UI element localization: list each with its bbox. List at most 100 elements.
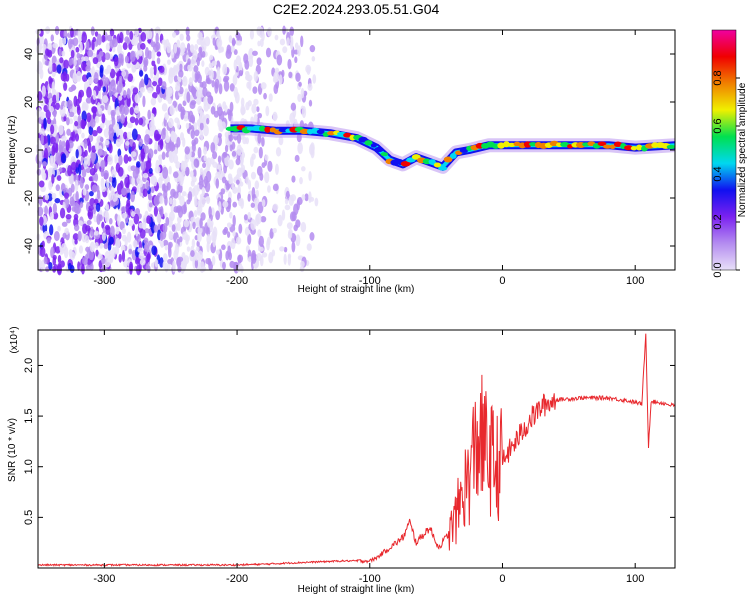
noise-speckle	[138, 117, 144, 126]
noise-speckle	[202, 162, 207, 168]
noise-speckle	[203, 155, 207, 162]
noise-speckle	[204, 66, 210, 76]
noise-speckle	[82, 256, 88, 266]
noise-speckle	[289, 112, 295, 124]
noise-speckle	[208, 62, 214, 69]
noise-speckle	[196, 38, 203, 46]
noise-speckle	[172, 31, 177, 38]
noise-speckle	[49, 224, 54, 236]
noise-speckle	[267, 185, 271, 193]
noise-speckle	[233, 49, 238, 56]
noise-speckle	[223, 226, 229, 234]
noise-speckle	[118, 52, 123, 63]
noise-speckle	[69, 111, 75, 118]
noise-speckle	[153, 64, 157, 76]
noise-speckle	[129, 116, 136, 124]
noise-speckle	[88, 125, 94, 136]
noise-speckle	[165, 151, 170, 158]
noise-speckle	[229, 83, 235, 92]
snr-multiplier-label: (x10⁴)	[9, 326, 20, 353]
noise-speckle	[252, 86, 258, 94]
noise-speckle	[256, 253, 262, 262]
noise-speckle	[132, 142, 136, 151]
noise-speckle	[226, 222, 232, 228]
noise-speckle	[76, 106, 81, 116]
noise-speckle	[151, 245, 157, 256]
noise-speckle	[92, 57, 99, 65]
noise-speckle	[247, 212, 251, 220]
noise-speckle	[165, 95, 171, 102]
noise-speckle	[237, 254, 244, 263]
snr-line	[37, 333, 676, 567]
noise-speckle	[185, 26, 190, 37]
noise-speckle	[238, 198, 244, 207]
noise-speckle	[130, 190, 136, 203]
noise-speckle	[289, 26, 295, 37]
noise-speckle	[160, 239, 164, 248]
noise-speckle	[108, 124, 114, 132]
noise-speckle	[37, 206, 44, 217]
noise-speckle	[59, 29, 65, 38]
noise-speckle	[154, 129, 159, 139]
noise-speckle	[251, 186, 256, 199]
noise-speckle	[132, 87, 139, 95]
noise-speckle	[228, 176, 233, 185]
noise-speckle	[154, 165, 161, 174]
signal-track-blob	[316, 129, 325, 135]
noise-speckle	[58, 124, 64, 136]
noise-speckle	[123, 154, 129, 164]
noise-speckle	[66, 99, 73, 110]
colorbar-tick-label: 0.6	[712, 118, 724, 133]
signal-track-blob	[264, 126, 271, 133]
noise-speckle	[57, 254, 62, 264]
noise-speckle	[99, 64, 104, 74]
noise-speckle	[80, 119, 86, 130]
noise-speckle	[55, 152, 61, 165]
noise-speckle	[45, 123, 52, 132]
noise-speckle	[121, 187, 127, 196]
spectrogram-x-tick-label: -100	[359, 275, 381, 287]
noise-speckle	[81, 56, 86, 62]
noise-speckle	[144, 134, 150, 145]
noise-speckle	[297, 142, 303, 155]
noise-speckle	[61, 50, 66, 57]
colorbar-tick-label: 0.4	[712, 166, 724, 181]
noise-speckle	[92, 129, 98, 137]
noise-speckle	[297, 93, 302, 103]
noise-speckle	[152, 92, 158, 99]
noise-speckle	[272, 76, 278, 83]
noise-speckle	[162, 166, 169, 179]
noise-speckle	[74, 224, 80, 232]
spectrogram-y-tick-label: 40	[23, 48, 35, 60]
noise-speckle	[94, 241, 99, 249]
noise-speckle	[97, 148, 104, 156]
noise-speckle	[169, 104, 175, 116]
noise-speckle	[206, 157, 212, 169]
noise-speckle	[59, 57, 64, 64]
spectrogram-x-tick-label: -300	[93, 275, 115, 287]
noise-speckle	[77, 114, 82, 126]
noise-speckle	[275, 146, 282, 157]
noise-speckle	[289, 39, 294, 51]
noise-speckle	[67, 38, 73, 50]
noise-speckle	[239, 181, 244, 187]
noise-speckle	[151, 49, 156, 61]
noise-speckle	[37, 195, 43, 205]
noise-speckle	[174, 85, 181, 92]
noise-speckle	[105, 42, 111, 51]
noise-speckle	[156, 84, 161, 95]
noise-speckle	[199, 112, 206, 124]
noise-speckle	[232, 230, 236, 237]
noise-speckle	[309, 45, 316, 53]
noise-speckle	[127, 122, 133, 129]
noise-speckle	[92, 36, 97, 43]
noise-speckle	[106, 180, 110, 189]
noise-speckle	[76, 123, 82, 130]
noise-speckle	[190, 180, 195, 187]
noise-speckle	[102, 86, 106, 93]
noise-speckle	[164, 112, 169, 121]
noise-speckle	[76, 70, 82, 82]
noise-speckle	[176, 136, 181, 148]
noise-speckle	[117, 166, 124, 177]
noise-speckle	[161, 81, 167, 90]
